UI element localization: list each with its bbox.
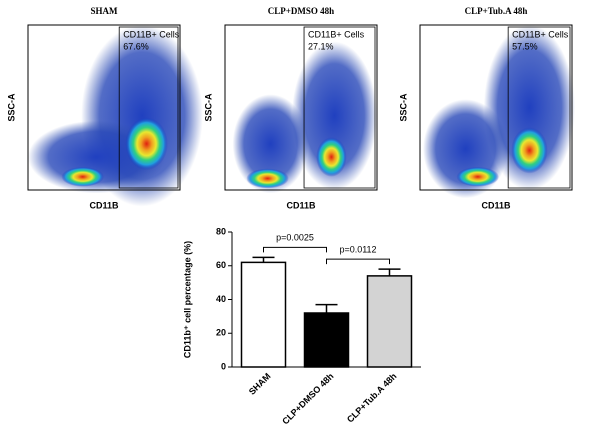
density-hotspot [246, 168, 289, 189]
y-tick-label: 0 [221, 361, 226, 371]
plot-frame [27, 24, 181, 191]
plot-frame [419, 24, 573, 191]
gate-percent: 67.6% [123, 41, 149, 51]
x-tick-label: CLP+DMSO 48h [280, 371, 335, 426]
gate [303, 26, 376, 189]
density-hotspot [125, 117, 168, 171]
p-value: p=0.0112 [339, 245, 376, 255]
x-tick-label: SHAM [247, 371, 273, 397]
x-tick-label: CLP+Tub.A 48h [345, 371, 399, 425]
density-hotspot [316, 137, 347, 177]
gate-name: CD11B+ Cells [308, 29, 365, 39]
y-tick-label: 60 [216, 260, 226, 270]
y-axis-label: SSC-A [6, 93, 16, 122]
panel-title: CLP+DMSO 48h [268, 6, 334, 16]
p-value: p=0.0025 [276, 233, 314, 243]
bar [240, 261, 287, 368]
significance-bracket [263, 246, 327, 253]
gate-name: CD11B+ Cells [512, 29, 569, 39]
panel-title: CLP+Tub.A 48h [465, 6, 528, 16]
y-tick-label: 20 [216, 328, 226, 338]
density-cloud [291, 41, 377, 190]
x-axis-label: CD11B [286, 200, 316, 210]
gate-name: CD11B+ Cells [123, 29, 180, 39]
density-hotspot [61, 166, 104, 187]
gate-percent: 27.1% [308, 41, 334, 51]
panel-title: SHAM [91, 6, 119, 16]
plot-frame [224, 24, 378, 191]
x-axis-label: CD11B [89, 200, 119, 210]
density-cloud [232, 94, 309, 194]
bar [366, 275, 413, 368]
y-axis-label: SSC-A [398, 93, 408, 122]
gate [507, 26, 571, 189]
y-tick-label: 80 [216, 226, 226, 236]
density-hotspot [456, 166, 500, 187]
significance-bracket [326, 258, 390, 265]
gate-percent: 57.5% [512, 41, 538, 51]
bar [303, 312, 350, 368]
y-tick-label: 40 [216, 294, 226, 304]
x-axis-label: CD11B [481, 200, 511, 210]
y-axis-label: SSC-A [203, 93, 213, 122]
density-hotspot [511, 127, 548, 174]
y-axis-label: CD11b⁺ cell percentage (%) [182, 241, 192, 358]
gate [118, 26, 179, 189]
